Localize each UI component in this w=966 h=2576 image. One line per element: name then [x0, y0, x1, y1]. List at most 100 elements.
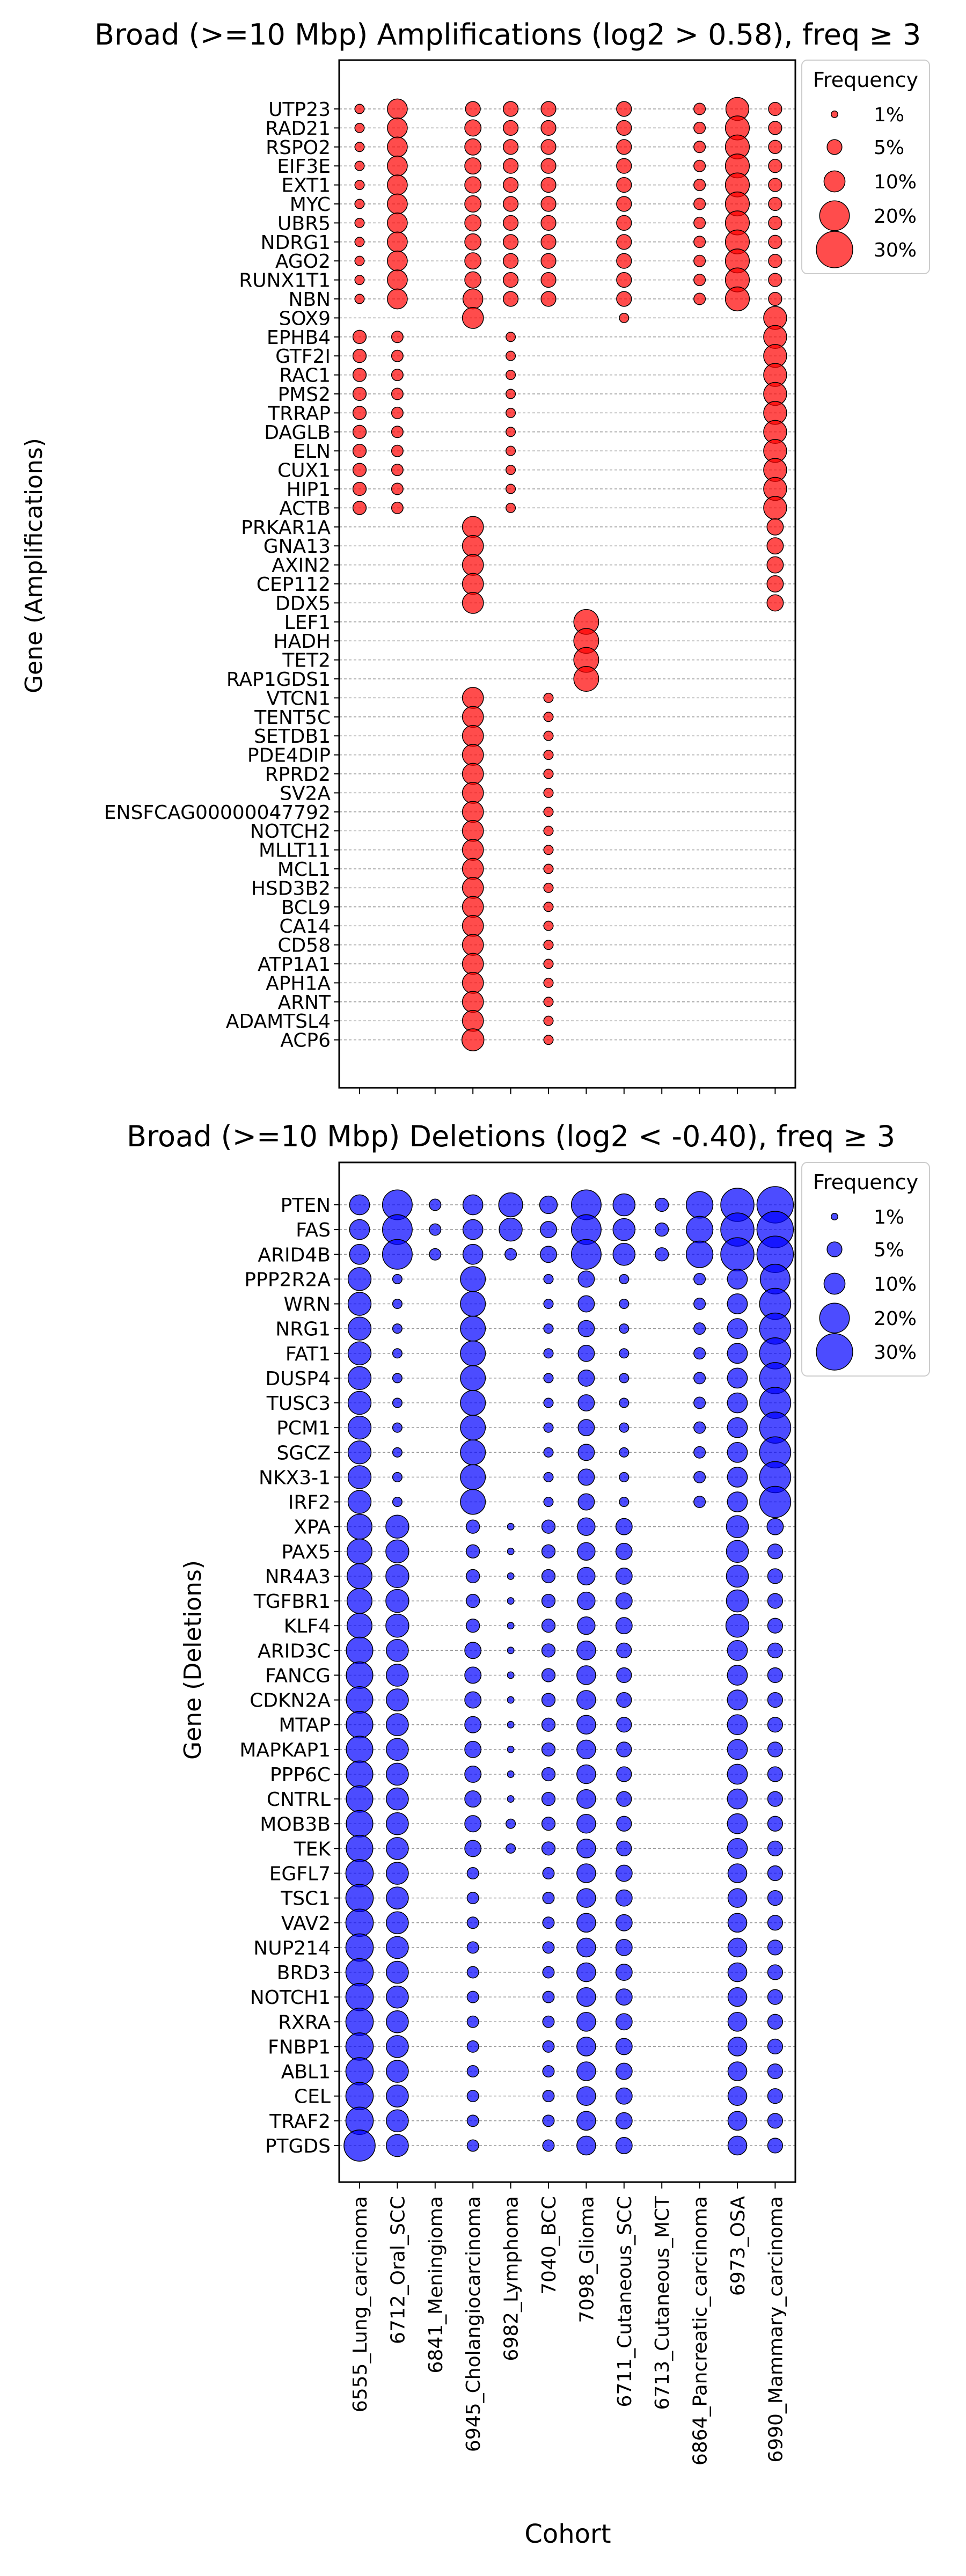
- bubble: [385, 1539, 409, 1564]
- bubble: [727, 1788, 748, 1810]
- bubble: [767, 1915, 784, 1931]
- bubble: [619, 1299, 630, 1309]
- bubble: [616, 139, 632, 155]
- bubble: [767, 1568, 784, 1584]
- bubble: [502, 272, 519, 288]
- bubble: [466, 1544, 480, 1558]
- bubble: [506, 502, 516, 513]
- bubble: [542, 2114, 555, 2127]
- gene-label: RAP1GDS1: [226, 669, 331, 691]
- legend-label: 20%: [874, 1308, 917, 1330]
- gene-label: DAGLB: [264, 422, 331, 444]
- gene-label: GNA13: [264, 536, 331, 558]
- bubble: [464, 176, 482, 194]
- gene-label: TRRAP: [267, 402, 331, 425]
- bubble: [462, 934, 484, 956]
- bubble: [346, 1736, 374, 1763]
- bubble: [541, 1643, 556, 1658]
- bubble: [462, 801, 484, 823]
- bubble: [347, 1490, 372, 1514]
- bubble: [768, 178, 782, 192]
- bubble: [542, 2015, 555, 2028]
- gene-label: TEK: [294, 1838, 332, 1860]
- gene-label: LEF1: [284, 612, 331, 634]
- bubble: [612, 1193, 636, 1217]
- bubble: [464, 271, 482, 289]
- bubble: [693, 159, 706, 172]
- bubble: [386, 1664, 409, 1687]
- bubble: [354, 294, 365, 304]
- bubble: [767, 1791, 784, 1807]
- cohort-label: 6982_Lymphoma: [501, 2196, 523, 2361]
- bubble: [541, 1717, 556, 1732]
- bubble: [724, 286, 750, 312]
- bubble: [541, 1693, 556, 1707]
- bubble: [392, 1348, 402, 1359]
- bubble: [352, 349, 367, 363]
- bubble: [543, 977, 554, 988]
- bubble: [577, 1270, 595, 1288]
- gene-label: RPRD2: [265, 764, 331, 786]
- bubble: [507, 1597, 515, 1605]
- bubble: [619, 1472, 630, 1482]
- bubble: [767, 2063, 784, 2080]
- bubble: [543, 1397, 554, 1408]
- bubble: [502, 139, 519, 155]
- bubble: [727, 1987, 748, 2007]
- bubble: [347, 1316, 372, 1341]
- bubble: [616, 234, 632, 250]
- bubble: [727, 2111, 748, 2131]
- bubble: [354, 142, 365, 152]
- gene-label: NDRG1: [261, 232, 331, 254]
- bubble: [464, 138, 482, 156]
- bubble: [354, 275, 365, 286]
- bubble: [767, 1964, 784, 1980]
- gene-label: CA14: [279, 916, 331, 938]
- gene-label: CNTRL: [267, 1789, 331, 1811]
- gene-label: TET2: [282, 650, 331, 672]
- bubble: [577, 1468, 595, 1486]
- gene-label: FNBP1: [268, 2036, 331, 2058]
- bubble: [352, 368, 367, 382]
- bubble: [767, 1667, 784, 1684]
- bubble: [540, 272, 557, 288]
- bubble: [346, 1760, 374, 1788]
- bubble: [576, 1789, 596, 1809]
- bubble: [615, 1617, 633, 1635]
- bubble: [346, 1636, 374, 1664]
- deletions-x-ticks: [359, 2182, 776, 2189]
- gene-label: ABL1: [281, 2061, 331, 2083]
- bubble: [616, 177, 632, 193]
- gene-label: AXIN2: [272, 555, 331, 577]
- bubble: [655, 1197, 669, 1212]
- bubble: [462, 896, 484, 918]
- bubble: [543, 750, 554, 760]
- bubble: [768, 196, 782, 211]
- bubble: [387, 231, 408, 253]
- bubble: [619, 1348, 630, 1359]
- bubble: [543, 692, 554, 703]
- bubble: [727, 1343, 748, 1364]
- bubble: [727, 1739, 748, 1760]
- bubble: [767, 1593, 784, 1609]
- bubble: [504, 1248, 517, 1261]
- legend-marker: [831, 111, 838, 118]
- bubble: [693, 274, 706, 287]
- bubble: [464, 119, 482, 137]
- bubble: [577, 1567, 596, 1586]
- bubble: [542, 1966, 555, 1979]
- gene-label: TSC1: [280, 1888, 331, 1910]
- bubble: [392, 1397, 402, 1408]
- bubble: [392, 1497, 402, 1507]
- bubble: [727, 1665, 748, 1686]
- deletions-panel: Broad (>=10 Mbp) Deletions (log2 < -0.40…: [127, 1119, 930, 2549]
- bubble: [727, 1714, 748, 1736]
- bubble: [464, 1691, 482, 1709]
- bubble: [386, 1738, 409, 1761]
- bubble: [506, 445, 516, 456]
- bubble: [543, 863, 554, 874]
- bubble: [462, 592, 484, 614]
- bubble: [577, 1295, 595, 1313]
- legend-label: 1%: [874, 1206, 904, 1228]
